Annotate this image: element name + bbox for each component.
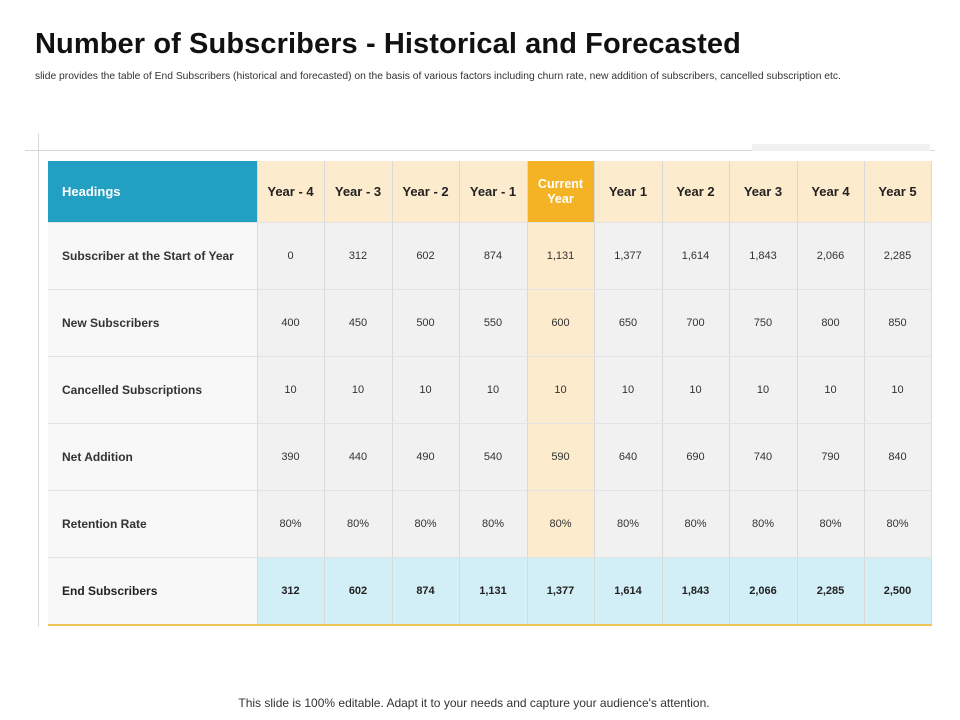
column-header: Year - 1 xyxy=(459,161,528,223)
table-cell: 10 xyxy=(594,356,663,424)
column-header: Year - 4 xyxy=(257,161,325,223)
column-header: Year - 3 xyxy=(324,161,393,223)
table-cell: 312 xyxy=(257,557,325,626)
table-cell: 390 xyxy=(257,423,325,491)
current-year-header: Current Year xyxy=(527,161,595,223)
slide-subtitle: slide provides the table of End Subscrib… xyxy=(35,71,841,82)
decorative-corner-bar xyxy=(752,144,930,151)
row-label: Cancelled Subscriptions xyxy=(48,356,258,424)
table-cell: 10 xyxy=(662,356,730,424)
row-label: Net Addition xyxy=(48,423,258,491)
table-cell: 740 xyxy=(729,423,798,491)
table-cell: 1,377 xyxy=(527,557,595,626)
table-cell: 440 xyxy=(324,423,393,491)
table-cell: 602 xyxy=(324,557,393,626)
table-cell: 1,131 xyxy=(459,557,528,626)
table-cell: 80% xyxy=(594,490,663,558)
table-cell: 10 xyxy=(392,356,460,424)
table-cell: 80% xyxy=(662,490,730,558)
footer-note: This slide is 100% editable. Adapt it to… xyxy=(238,696,710,710)
table-cell: 1,614 xyxy=(594,557,663,626)
table-row: Net Addition 390 440 490 540 590 640 690… xyxy=(48,423,932,491)
column-header: Year 5 xyxy=(864,161,932,223)
table-cell: 400 xyxy=(257,289,325,357)
table-cell: 2,500 xyxy=(864,557,932,626)
table-header-row: Headings Year - 4 Year - 3 Year - 2 Year… xyxy=(48,161,932,223)
table-cell: 80% xyxy=(459,490,528,558)
table-cell: 690 xyxy=(662,423,730,491)
table-cell: 840 xyxy=(864,423,932,491)
table-cell: 850 xyxy=(864,289,932,357)
column-header: Year 3 xyxy=(729,161,798,223)
table-cell: 10 xyxy=(527,356,595,424)
table-cell: 10 xyxy=(459,356,528,424)
headings-header: Headings xyxy=(48,161,258,223)
table-cell: 1,377 xyxy=(594,222,663,290)
table-cell: 700 xyxy=(662,289,730,357)
table-cell: 550 xyxy=(459,289,528,357)
table-cell: 80% xyxy=(797,490,865,558)
end-subscribers-row: End Subscribers 312 602 874 1,131 1,377 … xyxy=(48,557,932,626)
table-cell: 2,285 xyxy=(797,557,865,626)
column-header: Year 2 xyxy=(662,161,730,223)
table-cell: 2,066 xyxy=(729,557,798,626)
table-cell: 450 xyxy=(324,289,393,357)
table-cell: 640 xyxy=(594,423,663,491)
table-cell: 600 xyxy=(527,289,595,357)
table-row: Retention Rate 80% 80% 80% 80% 80% 80% 8… xyxy=(48,490,932,558)
table-cell: 750 xyxy=(729,289,798,357)
table-cell: 10 xyxy=(864,356,932,424)
table-row: New Subscribers 400 450 500 550 600 650 … xyxy=(48,289,932,357)
table-cell: 1,131 xyxy=(527,222,595,290)
column-header: Year 4 xyxy=(797,161,865,223)
row-label: New Subscribers xyxy=(48,289,258,357)
table-cell: 80% xyxy=(729,490,798,558)
row-label: End Subscribers xyxy=(48,557,258,626)
table-cell: 2,285 xyxy=(864,222,932,290)
table-cell: 80% xyxy=(257,490,325,558)
decorative-horizontal-line xyxy=(25,150,935,151)
table-cell: 0 xyxy=(257,222,325,290)
table-cell: 790 xyxy=(797,423,865,491)
table-cell: 500 xyxy=(392,289,460,357)
table-cell: 490 xyxy=(392,423,460,491)
table-cell: 10 xyxy=(324,356,393,424)
column-header: Year 1 xyxy=(594,161,663,223)
table-row: Cancelled Subscriptions 10 10 10 10 10 1… xyxy=(48,356,932,424)
table-cell: 1,843 xyxy=(729,222,798,290)
slide-title: Number of Subscribers - Historical and F… xyxy=(35,28,741,60)
table-cell: 590 xyxy=(527,423,595,491)
subscribers-table: Headings Year - 4 Year - 3 Year - 2 Year… xyxy=(48,161,932,626)
table-cell: 1,843 xyxy=(662,557,730,626)
table-cell: 80% xyxy=(864,490,932,558)
table-cell: 80% xyxy=(527,490,595,558)
table-cell: 540 xyxy=(459,423,528,491)
table-cell: 10 xyxy=(797,356,865,424)
table-cell: 800 xyxy=(797,289,865,357)
table-row: Subscriber at the Start of Year 0 312 60… xyxy=(48,222,932,290)
column-header: Year - 2 xyxy=(392,161,460,223)
table-cell: 874 xyxy=(459,222,528,290)
table-cell: 10 xyxy=(729,356,798,424)
table-cell: 80% xyxy=(324,490,393,558)
row-label: Subscriber at the Start of Year xyxy=(48,222,258,290)
table-cell: 80% xyxy=(392,490,460,558)
table-cell: 10 xyxy=(257,356,325,424)
row-label: Retention Rate xyxy=(48,490,258,558)
table-cell: 874 xyxy=(392,557,460,626)
table-cell: 312 xyxy=(324,222,393,290)
table-cell: 2,066 xyxy=(797,222,865,290)
decorative-vertical-line xyxy=(38,134,39,626)
table-cell: 650 xyxy=(594,289,663,357)
table-cell: 602 xyxy=(392,222,460,290)
table-cell: 1,614 xyxy=(662,222,730,290)
